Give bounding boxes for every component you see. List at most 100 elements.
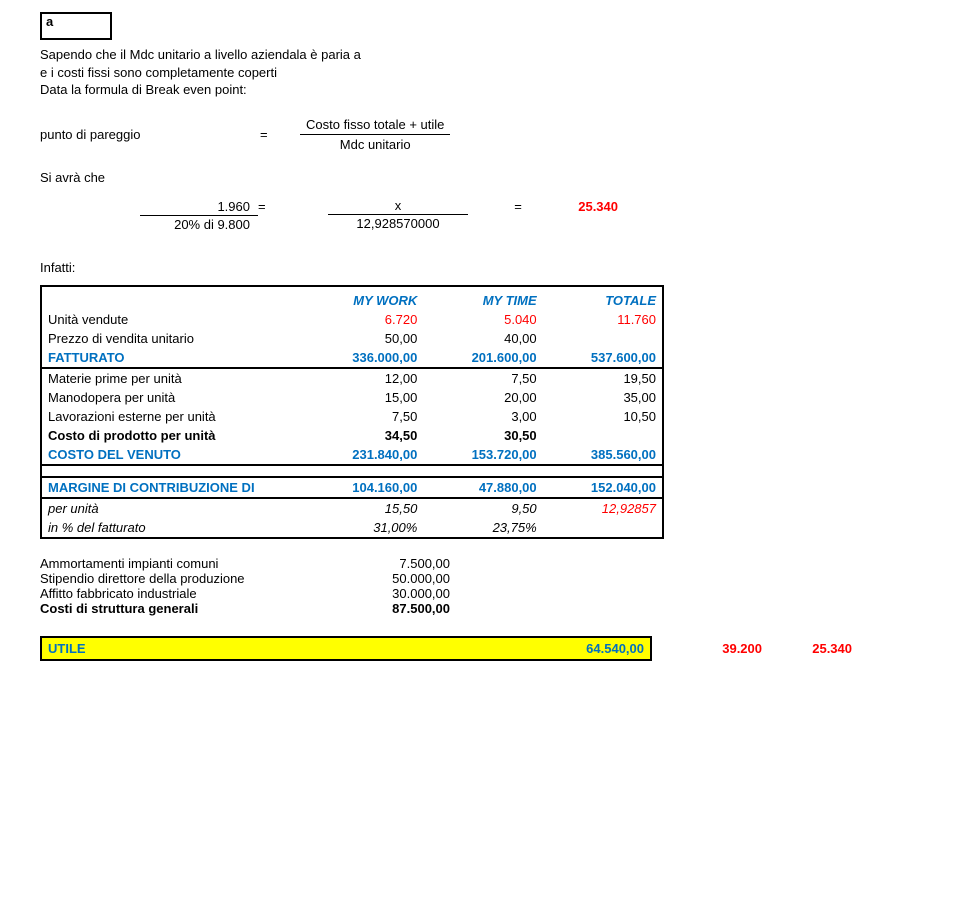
utile-box: UTILE 64.540,00 xyxy=(40,636,652,661)
table-row-costo-venuto: COSTO DEL VENUTO 231.840,00 153.720,00 3… xyxy=(42,445,662,465)
table-header-row: MY WORK MY TIME TOTALE xyxy=(42,291,662,310)
cell-val: 50,00 xyxy=(304,329,423,348)
page: a Sapendo che il Mdc unitario a livello … xyxy=(0,0,960,701)
calc-r2-v1: 20% di 9.800 xyxy=(140,215,258,232)
lower-val: 50.000,00 xyxy=(330,571,450,586)
cell-val: 23,75% xyxy=(423,518,542,537)
cell-val: 20,00 xyxy=(423,388,542,407)
cell-val: 537.600,00 xyxy=(543,348,662,368)
cell-val: 201.600,00 xyxy=(423,348,542,368)
cell-val: 7,50 xyxy=(423,368,542,388)
cell-val: 7,50 xyxy=(304,407,423,426)
lower-label: Affitto fabbricato industriale xyxy=(40,586,330,601)
calc-block: 1.960 = x = 25.340 20% di 9.800 12,92857… xyxy=(140,198,920,232)
infatti-label: Infatti: xyxy=(40,260,920,275)
cell-label: FATTURATO xyxy=(42,348,304,368)
cell-label: Lavorazioni esterne per unità xyxy=(42,407,304,426)
cell-val: 3,00 xyxy=(423,407,542,426)
formula-row: punto di pareggio = Costo fisso totale +… xyxy=(40,117,920,152)
cell-label: in % del fatturato xyxy=(42,518,304,537)
cell-val: 11.760 xyxy=(543,310,662,329)
cell-val: 6.720 xyxy=(304,310,423,329)
cell-val xyxy=(543,518,662,537)
calc-row-1: 1.960 = x = 25.340 xyxy=(140,198,920,215)
cell-label: COSTO DEL VENUTO xyxy=(42,445,304,465)
utile-extra-1: 39.200 xyxy=(672,641,762,656)
data-table: MY WORK MY TIME TOTALE Unità vendute 6.7… xyxy=(42,291,662,537)
intro-line-2: e i costi fissi sono completamente coper… xyxy=(40,64,920,82)
cell-val xyxy=(543,426,662,445)
table-row-margine: MARGINE DI CONTRIBUZIONE DI 104.160,00 4… xyxy=(42,477,662,498)
lower-row-total: Costi di struttura generali 87.500,00 xyxy=(40,601,920,616)
cell-val: 12,92857 xyxy=(543,498,662,518)
th-empty xyxy=(42,291,304,310)
lower-label: Ammortamenti impianti comuni xyxy=(40,556,330,571)
cell-val: 30,50 xyxy=(423,426,542,445)
lower-row: Ammortamenti impianti comuni 7.500,00 xyxy=(40,556,920,571)
utile-value: 64.540,00 xyxy=(534,641,644,656)
data-table-box: MY WORK MY TIME TOTALE Unità vendute 6.7… xyxy=(40,285,664,539)
lower-row: Stipendio direttore della produzione 50.… xyxy=(40,571,920,586)
cell-val: 9,50 xyxy=(423,498,542,518)
table-row: Unità vendute 6.720 5.040 11.760 xyxy=(42,310,662,329)
cell-val: 152.040,00 xyxy=(543,477,662,498)
calc-r1-x: x xyxy=(328,198,468,215)
lower-val: 87.500,00 xyxy=(330,601,450,616)
th-totale: TOTALE xyxy=(543,291,662,310)
lower-val: 7.500,00 xyxy=(330,556,450,571)
table-row: Prezzo di vendita unitario 50,00 40,00 xyxy=(42,329,662,348)
cell-val: 34,50 xyxy=(304,426,423,445)
calc-r1-res: 25.340 xyxy=(538,199,618,214)
th-mytime: MY TIME xyxy=(423,291,542,310)
calc-r1-eq1: = xyxy=(258,199,298,214)
formula-denominator: Mdc unitario xyxy=(300,135,450,152)
si-avra-che: Si avrà che xyxy=(40,170,920,185)
calc-r1-eq2: = xyxy=(498,199,538,214)
lower-label: Stipendio direttore della produzione xyxy=(40,571,330,586)
calc-row-2: 20% di 9.800 12,928570000 xyxy=(140,215,920,232)
formula-lhs: punto di pareggio xyxy=(40,127,260,142)
spacer xyxy=(42,465,662,477)
lower-row: Affitto fabbricato industriale 30.000,00 xyxy=(40,586,920,601)
calc-r1-v1: 1.960 xyxy=(140,199,258,214)
table-row: Manodopera per unità 15,00 20,00 35,00 xyxy=(42,388,662,407)
cell-label: Manodopera per unità xyxy=(42,388,304,407)
cell-label: per unità xyxy=(42,498,304,518)
cell-val: 15,00 xyxy=(304,388,423,407)
cell-val: 153.720,00 xyxy=(423,445,542,465)
cell-label: Unità vendute xyxy=(42,310,304,329)
cell-val: 385.560,00 xyxy=(543,445,662,465)
lower-label: Costi di struttura generali xyxy=(40,601,330,616)
cell-val: 12,00 xyxy=(304,368,423,388)
table-row: per unità 15,50 9,50 12,92857 xyxy=(42,498,662,518)
utile-block: UTILE 64.540,00 39.200 25.340 xyxy=(40,636,920,661)
cell-label: Prezzo di vendita unitario xyxy=(42,329,304,348)
table-row: Costo di prodotto per unità 34,50 30,50 xyxy=(42,426,662,445)
table-row: Lavorazioni esterne per unità 7,50 3,00 … xyxy=(42,407,662,426)
cell-val: 10,50 xyxy=(543,407,662,426)
formula-numerator: Costo fisso totale + utile xyxy=(300,117,450,135)
cell-val: 104.160,00 xyxy=(304,477,423,498)
cell-val: 40,00 xyxy=(423,329,542,348)
cell-val: 15,50 xyxy=(304,498,423,518)
th-mywork: MY WORK xyxy=(304,291,423,310)
section-marker-a: a xyxy=(40,12,112,40)
utile-label-text: UTILE xyxy=(48,641,534,656)
lower-val: 30.000,00 xyxy=(330,586,450,601)
utile-extra: 39.200 25.340 xyxy=(672,641,852,656)
cell-val: 5.040 xyxy=(423,310,542,329)
section-marker-a-label: a xyxy=(46,14,53,29)
calc-r1-x-wrap: x xyxy=(298,198,498,215)
cell-val: 19,50 xyxy=(543,368,662,388)
cell-val: 47.880,00 xyxy=(423,477,542,498)
calc-r2-v2: 12,928570000 xyxy=(298,216,498,231)
utile-extra-2: 25.340 xyxy=(762,641,852,656)
formula-eq: = xyxy=(260,127,300,142)
cell-label: Materie prime per unità xyxy=(42,368,304,388)
table-row-fatturato: FATTURATO 336.000,00 201.600,00 537.600,… xyxy=(42,348,662,368)
cell-val: 336.000,00 xyxy=(304,348,423,368)
intro-line-1: Sapendo che il Mdc unitario a livello az… xyxy=(40,46,920,64)
cell-label: Costo di prodotto per unità xyxy=(42,426,304,445)
formula-fraction: Costo fisso totale + utile Mdc unitario xyxy=(300,117,450,152)
cell-val: 35,00 xyxy=(543,388,662,407)
